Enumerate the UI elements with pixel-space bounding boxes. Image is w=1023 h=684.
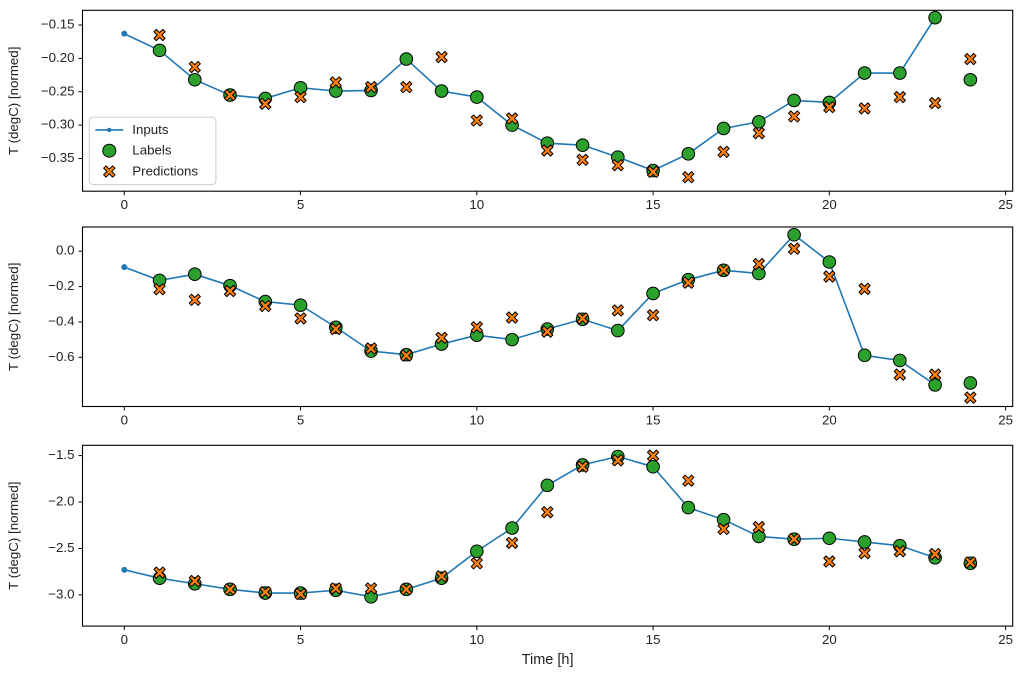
svg-text:10: 10	[469, 197, 484, 212]
svg-text:10: 10	[469, 632, 484, 647]
svg-text:5: 5	[297, 413, 304, 428]
svg-text:−0.20: −0.20	[41, 50, 75, 65]
svg-text:−0.15: −0.15	[41, 17, 75, 32]
svg-text:5: 5	[297, 632, 304, 647]
svg-text:−0.30: −0.30	[41, 117, 75, 132]
svg-text:−0.6: −0.6	[48, 349, 74, 364]
svg-text:Time [h]: Time [h]	[522, 652, 574, 668]
svg-text:Predictions: Predictions	[132, 164, 198, 179]
svg-text:−1.5: −1.5	[48, 447, 74, 462]
svg-text:−0.4: −0.4	[48, 313, 74, 328]
svg-text:25: 25	[998, 413, 1013, 428]
svg-text:−0.25: −0.25	[41, 83, 75, 98]
svg-text:0: 0	[121, 632, 128, 647]
svg-text:10: 10	[469, 413, 484, 428]
svg-text:0: 0	[121, 197, 128, 212]
svg-text:20: 20	[822, 197, 837, 212]
svg-text:T (degC) [normed]: T (degC) [normed]	[6, 47, 21, 155]
svg-text:−0.35: −0.35	[41, 150, 75, 165]
svg-text:Labels: Labels	[132, 143, 172, 158]
svg-text:−3.0: −3.0	[48, 586, 74, 601]
svg-text:15: 15	[646, 197, 661, 212]
svg-text:T (degC) [normed]: T (degC) [normed]	[6, 482, 21, 590]
svg-text:25: 25	[998, 197, 1013, 212]
svg-text:20: 20	[822, 413, 837, 428]
svg-text:20: 20	[822, 632, 837, 647]
svg-text:15: 15	[646, 413, 661, 428]
svg-text:−2.0: −2.0	[48, 494, 74, 509]
svg-text:25: 25	[998, 632, 1013, 647]
svg-text:0.0: 0.0	[56, 243, 75, 258]
svg-text:0: 0	[121, 413, 128, 428]
svg-text:15: 15	[646, 632, 661, 647]
svg-text:5: 5	[297, 197, 304, 212]
svg-text:T (degC) [normed]: T (degC) [normed]	[6, 263, 21, 371]
svg-text:−2.5: −2.5	[48, 540, 74, 555]
svg-text:−0.2: −0.2	[48, 278, 74, 293]
svg-text:Inputs: Inputs	[132, 122, 169, 137]
